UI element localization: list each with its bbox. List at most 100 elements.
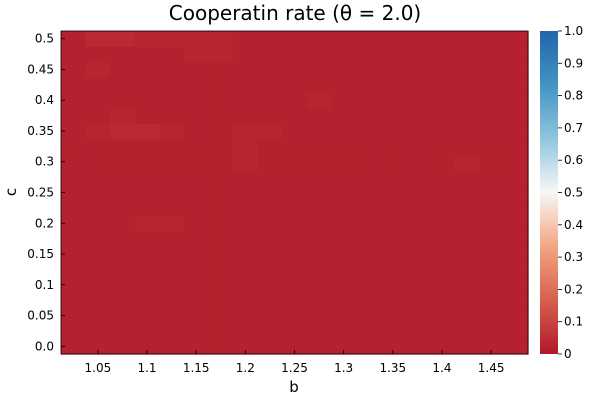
heatmap-cell xyxy=(355,261,382,278)
heatmap-cell xyxy=(331,123,357,140)
heatmap-cell xyxy=(61,246,87,263)
heatmap-cell xyxy=(134,154,160,171)
heatmap-cell xyxy=(85,46,111,63)
heatmap-cell xyxy=(159,277,185,294)
heatmap-cell xyxy=(183,138,210,155)
heatmap-cell xyxy=(85,169,111,186)
heatmap-cell xyxy=(405,261,431,278)
heatmap-cell xyxy=(503,200,529,217)
y-tick-label: 0.0 xyxy=(35,339,54,353)
heatmap-cell xyxy=(331,230,357,247)
heatmap-cell xyxy=(478,246,505,263)
heatmap-cell xyxy=(454,92,480,109)
heatmap-cell xyxy=(159,307,185,324)
heatmap-cell xyxy=(282,107,308,124)
heatmap-cell xyxy=(110,46,136,63)
y-tick-label: 0.15 xyxy=(27,247,54,261)
heatmap-cell xyxy=(478,292,505,309)
heatmap-cell xyxy=(134,92,160,109)
heatmap-cell xyxy=(429,215,455,232)
heatmap-cell xyxy=(380,138,406,155)
heatmap-cell xyxy=(282,338,308,355)
heatmap-cell xyxy=(503,338,529,355)
heatmap-cell xyxy=(380,292,406,309)
heatmap-cell xyxy=(85,246,111,263)
heatmap-cell xyxy=(61,92,87,109)
heatmap-cell xyxy=(282,77,308,94)
heatmap-cell xyxy=(405,200,431,217)
heatmap-cell xyxy=(159,61,185,78)
heatmap-cell xyxy=(429,31,455,47)
heatmap-cell xyxy=(233,46,259,63)
heatmap-cell xyxy=(306,61,332,78)
heatmap-cell xyxy=(331,292,357,309)
heatmap-cell xyxy=(134,61,160,78)
colorbar-tick-label: 0.3 xyxy=(564,250,583,264)
heatmap-cell xyxy=(85,92,111,109)
heatmap-cell xyxy=(355,138,382,155)
heatmap-cell xyxy=(159,46,185,63)
y-tick-label: 0.25 xyxy=(27,186,54,200)
heatmap-cell xyxy=(183,261,210,278)
heatmap-cell xyxy=(61,77,87,94)
heatmap-cell xyxy=(405,277,431,294)
heatmap-cell xyxy=(85,338,111,355)
heatmap-cell xyxy=(134,246,160,263)
x-axis-ticks: 1.05 1.1 1.15 1.2 1.25 1.3 1.35 1.4 1.45 xyxy=(85,350,504,375)
heatmap-cell xyxy=(61,107,87,124)
heatmap-cell xyxy=(159,215,185,232)
heatmap-cell xyxy=(233,200,259,217)
heatmap-cell xyxy=(478,123,505,140)
heatmap-cell xyxy=(61,261,87,278)
heatmap-cell xyxy=(282,246,308,263)
heatmap-cell xyxy=(429,230,455,247)
heatmap-cell xyxy=(257,338,283,355)
heatmap-cell xyxy=(306,46,332,63)
heatmap-cell xyxy=(503,31,529,47)
heatmap-cell xyxy=(159,338,185,355)
heatmap-cell xyxy=(355,277,382,294)
heatmap-cell xyxy=(208,46,234,63)
heatmap-cell xyxy=(110,31,136,47)
heatmap-cell xyxy=(61,338,87,355)
y-tick-label: 0.05 xyxy=(27,309,54,323)
heatmap-cell xyxy=(478,92,505,109)
heatmap-cell xyxy=(306,138,332,155)
heatmap-cell xyxy=(306,200,332,217)
heatmap-cell xyxy=(233,31,259,47)
heatmap-cell xyxy=(257,215,283,232)
heatmap-cell xyxy=(61,61,87,78)
heatmap-cell xyxy=(331,77,357,94)
heatmap-cell xyxy=(208,292,234,309)
heatmap-cell xyxy=(233,92,259,109)
heatmap-cell xyxy=(233,184,259,201)
heatmap-cell xyxy=(110,138,136,155)
heatmap-cell xyxy=(208,230,234,247)
heatmap-cell xyxy=(454,77,480,94)
heatmap-cell xyxy=(61,31,87,47)
colorbar xyxy=(540,31,558,354)
heatmap-cell xyxy=(380,77,406,94)
heatmap-cell xyxy=(306,246,332,263)
heatmap-cell xyxy=(478,215,505,232)
heatmap-cell xyxy=(134,307,160,324)
heatmap-cell xyxy=(355,169,382,186)
heatmap-cell xyxy=(380,277,406,294)
heatmap-cell xyxy=(306,154,332,171)
heatmap-cell xyxy=(257,46,283,63)
heatmap-cell xyxy=(134,338,160,355)
heatmap-cell xyxy=(503,307,529,324)
heatmap-cell xyxy=(85,307,111,324)
x-tick-label: 1.05 xyxy=(85,361,112,375)
heatmap-cell xyxy=(429,307,455,324)
heatmap-cell xyxy=(503,169,529,186)
heatmap-cell xyxy=(257,107,283,124)
heatmap-cell xyxy=(355,123,382,140)
heatmap-cell xyxy=(503,277,529,294)
heatmap-cell xyxy=(159,154,185,171)
colorbar-tick-label: 0.5 xyxy=(564,186,583,200)
heatmap-cell xyxy=(380,246,406,263)
heatmap-cell xyxy=(306,107,332,124)
heatmap-cell xyxy=(380,261,406,278)
heatmap-cell xyxy=(134,46,160,63)
